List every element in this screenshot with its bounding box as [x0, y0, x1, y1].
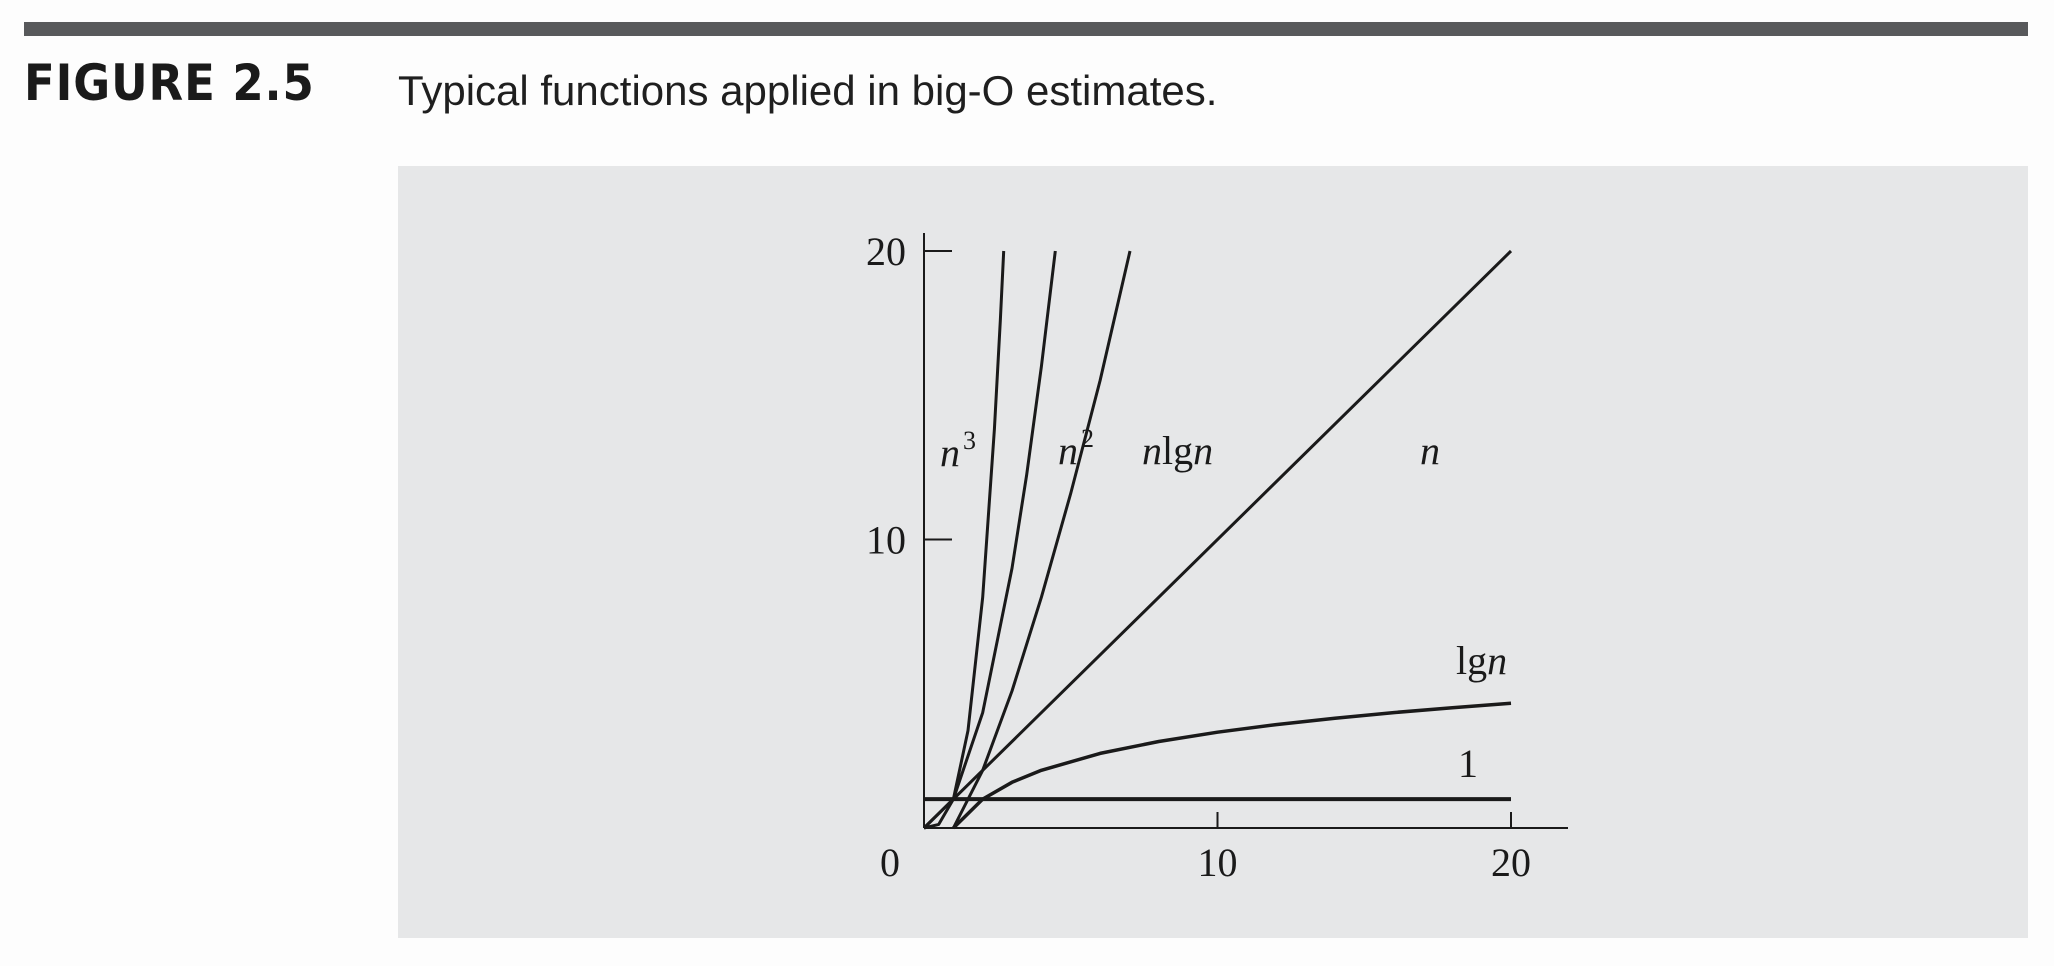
- label-lgn: lgn: [1456, 638, 1507, 683]
- figure-label: FIGURE 2.5: [24, 54, 315, 112]
- label-nlgn: nlgn: [1142, 428, 1213, 473]
- y-tick-label: 20: [866, 229, 906, 274]
- series-lgn: [952, 701, 1512, 830]
- top-rule: [24, 22, 2028, 36]
- series-n: [922, 249, 1513, 830]
- x-tick-label: 0: [880, 840, 900, 885]
- x-tick-label: 20: [1491, 840, 1531, 885]
- series-n3: [923, 250, 1006, 830]
- axes: 0 10 20 10 20: [866, 229, 1568, 885]
- label-n: n: [1420, 428, 1440, 473]
- figure-caption: Typical functions applied in big-O estim…: [398, 67, 1218, 114]
- x-tick-label: 10: [1198, 840, 1238, 885]
- series-nlgn: [952, 250, 1132, 829]
- y-tick-label: 10: [866, 518, 906, 563]
- plot-panel: 0 10 20 10 20 n 3 n 2 nlgn n lgn 1: [398, 166, 2028, 938]
- curves: [922, 249, 1513, 830]
- label-one: 1: [1458, 741, 1478, 786]
